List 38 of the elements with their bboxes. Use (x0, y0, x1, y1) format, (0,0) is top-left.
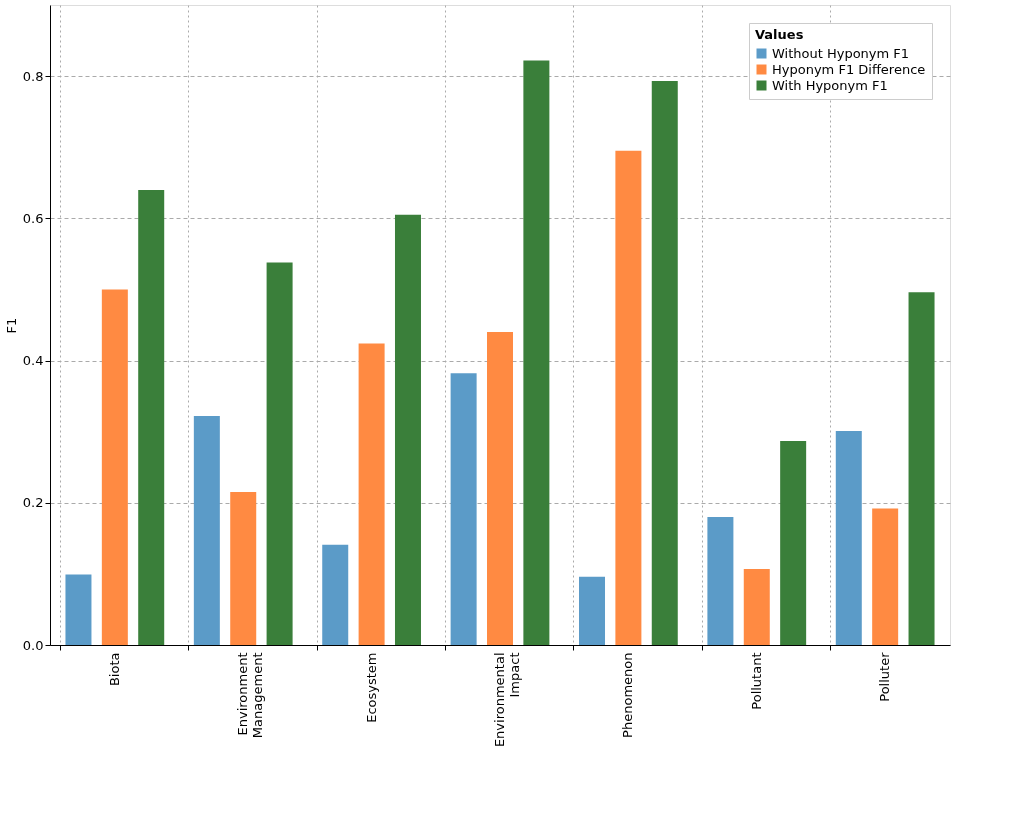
bar (780, 440, 807, 645)
bar (138, 189, 165, 645)
bar (651, 81, 678, 645)
bar (450, 373, 477, 645)
x-tick-label: Polluter (877, 651, 893, 702)
y-tick-label: 0.4 (22, 353, 44, 369)
x-tick-label: Pollutant (748, 652, 764, 710)
x-tick-label: Environment Management (235, 652, 266, 739)
bar (743, 568, 770, 645)
bar (266, 262, 293, 645)
bar (835, 430, 862, 645)
bar (579, 576, 606, 645)
bar (101, 289, 128, 645)
legend-label: Without Hyponym F1 (772, 45, 910, 61)
bar (358, 343, 385, 645)
y-tick-label: 0.2 (22, 495, 44, 511)
legend-label: With Hyponym F1 (772, 77, 888, 93)
y-tick-label: 0.8 (22, 68, 44, 84)
bar (707, 517, 734, 645)
bar (523, 60, 550, 645)
legend-label: Hyponym F1 Difference (772, 61, 926, 77)
bar (872, 508, 899, 645)
bar (615, 150, 642, 645)
bar (65, 574, 92, 645)
y-tick-label: 0.6 (22, 210, 44, 226)
y-tick-label: 0.0 (22, 637, 44, 653)
x-tick-label: Phenomenon (620, 652, 636, 738)
y-axis-title: F1 (3, 317, 19, 334)
x-tick-label: Biota (106, 652, 122, 687)
bar (322, 544, 349, 645)
bar (908, 292, 935, 645)
x-tick-label: Ecosystem (363, 652, 379, 723)
legend-title: Values (755, 27, 804, 42)
bar (394, 214, 421, 645)
x-tick-label: Environmental Impact (492, 652, 522, 748)
bar (193, 416, 220, 645)
bar (230, 492, 257, 645)
bar (487, 332, 513, 645)
